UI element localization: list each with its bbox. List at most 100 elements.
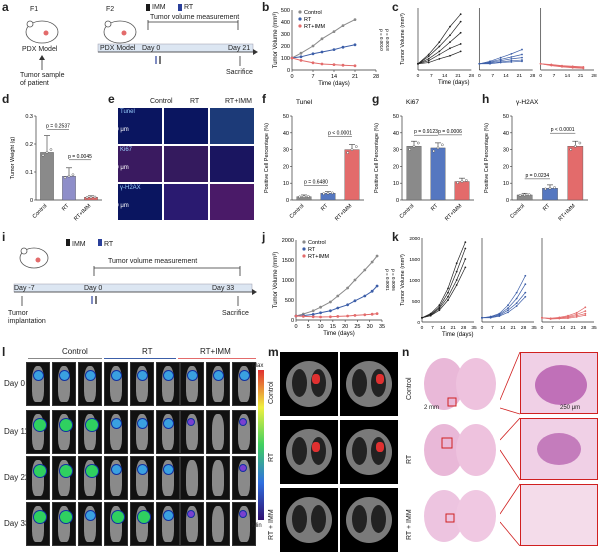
- bioluminescence-signal: [112, 510, 125, 523]
- x-tick-label: 7: [311, 74, 314, 80]
- y-tick-label: 500: [412, 299, 420, 305]
- ivis-mouse-image: [52, 502, 76, 546]
- category-label-2: RT+IMM: [444, 203, 463, 222]
- ivis-mouse-image: [206, 502, 230, 546]
- data-point: [524, 283, 527, 286]
- label-day21-a: Day 21: [228, 45, 251, 52]
- data-point: [447, 291, 449, 294]
- data-point: [575, 311, 578, 314]
- data-point: [507, 311, 509, 314]
- replicate-point: [41, 153, 45, 157]
- ivis-mouse-image: [78, 362, 102, 406]
- data-point: [498, 315, 501, 318]
- ivis-mouse-image: [156, 456, 180, 500]
- data-point: [584, 306, 587, 309]
- panel-label-h: h: [482, 92, 490, 106]
- ivis-mouse-image: [26, 410, 50, 454]
- x-tick-label: 28: [591, 73, 597, 79]
- p-value-annotation: p = 0.6480: [304, 180, 328, 186]
- p-value-annotation: p = 0.0018: [385, 29, 390, 51]
- he-lung-rt: [420, 418, 500, 480]
- data-point: [521, 48, 523, 51]
- p-value-annotation: p = 0.0006: [438, 129, 462, 135]
- bioluminescence-signal: [112, 370, 122, 380]
- bioluminescence-signal: [214, 370, 224, 380]
- data-point: [353, 18, 357, 21]
- data-point: [447, 287, 449, 290]
- data-point: [464, 241, 467, 244]
- tumor-highlight: [375, 373, 384, 384]
- bioluminescence-signal: [188, 370, 198, 380]
- bar-2: [454, 181, 470, 201]
- chart-g: Ki67 0 10 20 30 40 50 Positive Cell Percentage …: [374, 99, 474, 222]
- chart-title: Ki67: [406, 99, 419, 106]
- tumor-highlight: [375, 441, 384, 452]
- data-point: [510, 52, 513, 55]
- y-tick-label: 500: [285, 298, 294, 304]
- x-tick-label: 7: [491, 73, 494, 79]
- replicate-point: [355, 145, 358, 148]
- y-tick-label: 0.2: [25, 142, 33, 148]
- data-point: [417, 62, 419, 65]
- x-tick-label: 14: [500, 325, 506, 331]
- group-line-control: [28, 358, 102, 359]
- x-tick-label: 0: [417, 73, 420, 79]
- data-point: [459, 43, 462, 45]
- scalebar-left-n: 2 mm: [424, 405, 439, 411]
- data-point: [438, 57, 441, 60]
- y-axis-label: Tumor Volume (mm³): [400, 13, 406, 65]
- bioluminescence-signal: [34, 464, 47, 477]
- data-point: [521, 59, 523, 61]
- category-label-0: Control: [509, 203, 526, 220]
- replicate-point: [569, 148, 573, 151]
- x-tick-label: 35: [471, 325, 477, 331]
- micrograph-h2ax-control: γ-H2AX: [118, 184, 162, 220]
- data-point: [489, 316, 492, 319]
- micrograph-tunel-rt: [164, 108, 208, 144]
- data-point: [521, 56, 523, 59]
- bar-1: [62, 175, 76, 201]
- data-point: [290, 56, 294, 60]
- colorbar-max: Max: [252, 363, 264, 369]
- replicate-point: [412, 144, 416, 148]
- y-tick-label: 10: [393, 181, 399, 187]
- legend-marker-1: [302, 247, 306, 251]
- chart-title: γ-H2AX: [516, 99, 539, 106]
- ct-scan-image: [280, 352, 338, 416]
- data-point: [341, 63, 345, 67]
- data-point: [524, 291, 527, 294]
- he-lung-rtimm: [420, 484, 500, 546]
- mouse-f2-icon: [103, 20, 137, 44]
- row-label-tunel: Tunel: [120, 109, 135, 115]
- data-point: [449, 25, 451, 28]
- data-point: [438, 41, 441, 43]
- p-value-annotation: p = 0.0010: [379, 29, 384, 51]
- data-point: [481, 316, 483, 319]
- category-label-1: RT: [430, 203, 440, 213]
- legend-marker-0: [302, 240, 306, 244]
- replicate-point: [518, 193, 522, 197]
- group-line-rt: [104, 358, 176, 359]
- ivis-mouse-image: [232, 362, 256, 406]
- data-point: [301, 315, 305, 318]
- bar-2: [344, 149, 360, 201]
- data-point: [370, 289, 374, 293]
- legend-imm-marker-i: [66, 239, 70, 246]
- data-point: [320, 62, 324, 66]
- label-measurement-a: Tumor volume measurement: [150, 14, 240, 21]
- bioluminescence-signal: [60, 510, 73, 523]
- individual-line: [541, 310, 586, 319]
- ivis-mouse-image: [232, 410, 256, 454]
- y-tick-label: 0: [287, 68, 290, 74]
- series-line-1: [295, 285, 378, 317]
- x-tick-label: 20: [342, 324, 348, 330]
- ivis-mouse-image: [130, 362, 154, 406]
- ivis-mouse-image: [104, 502, 128, 546]
- group-label-rtimm-l: RT+IMM: [200, 347, 231, 356]
- y-axis-label: Tumor Volume (mm³): [273, 12, 279, 68]
- data-point: [421, 316, 423, 319]
- mouse-f1-icon: [25, 20, 59, 44]
- bioluminescence-signal: [138, 418, 148, 428]
- bioluminescence-signal: [240, 418, 247, 425]
- legend-imm-i: IMM: [72, 241, 86, 248]
